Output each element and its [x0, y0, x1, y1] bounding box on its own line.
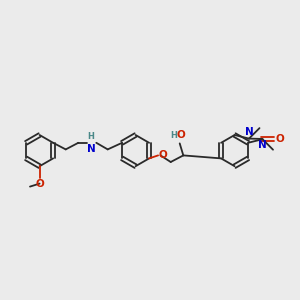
Text: O: O	[159, 150, 167, 160]
Text: O: O	[176, 130, 185, 140]
Text: N: N	[258, 140, 267, 150]
Text: N: N	[244, 128, 253, 137]
Text: H: H	[87, 132, 94, 141]
Text: O: O	[276, 134, 284, 144]
Text: N: N	[87, 144, 96, 154]
Text: H: H	[170, 131, 177, 140]
Text: O: O	[35, 179, 44, 189]
